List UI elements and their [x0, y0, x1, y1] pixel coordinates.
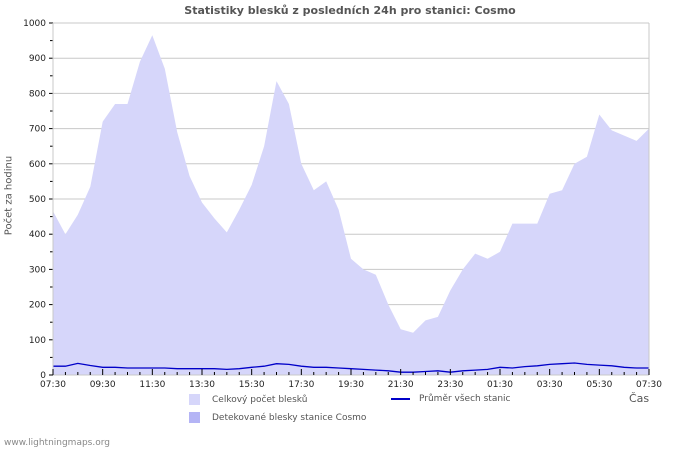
legend-detected-label: Detekované blesky stanice Cosmo [212, 412, 367, 423]
y-axis-label: Počet za hodinu [3, 155, 15, 236]
y-tick-label: 600 [29, 160, 46, 170]
x-tick-label: 09:30 [90, 380, 116, 390]
legend-detected: Detekované blesky stanice Cosmo [189, 412, 366, 423]
legend-detected-swatch [189, 412, 200, 423]
legend-total-swatch [189, 394, 200, 405]
average-line [53, 362, 649, 373]
y-tick-label: 400 [29, 230, 46, 240]
chart-title: Statistiky blesků z posledních 24h pro s… [184, 4, 516, 17]
total-strikes-area [53, 35, 649, 376]
x-tick-label: 01:30 [487, 380, 513, 390]
legend-average-label: Průměr všech stanic [419, 394, 511, 404]
x-tick-label: 13:30 [189, 380, 215, 390]
x-tick-label: 07:30 [636, 380, 662, 390]
y-tick-label: 200 [29, 301, 46, 311]
y-tick-label: 700 [29, 125, 46, 135]
legend-average: Průměr všech stanic [391, 394, 511, 404]
y-tick-label: 500 [29, 195, 46, 205]
x-tick-label: 05:30 [586, 380, 612, 390]
x-tick-label: 07:30 [40, 380, 66, 390]
legend-total: Celkový počet blesků [189, 394, 307, 405]
x-tick-label: 23:30 [437, 380, 463, 390]
y-tick-label: 1000 [23, 19, 46, 29]
x-tick-label: 21:30 [388, 380, 414, 390]
x-tick-label: 15:30 [239, 380, 265, 390]
legend-total-label: Celkový počet blesků [212, 394, 308, 405]
x-tick-label: 17:30 [288, 380, 314, 390]
legend-average-swatch [391, 398, 410, 400]
x-tick-label: 03:30 [537, 380, 563, 390]
y-tick-label: 300 [29, 265, 46, 275]
x-axis-label: Čas [629, 392, 650, 405]
footer-link[interactable]: www.lightningmaps.org [4, 438, 110, 448]
y-tick-label: 0 [40, 371, 46, 381]
x-tick-label: 19:30 [338, 380, 364, 390]
y-tick-label: 100 [29, 336, 46, 346]
y-tick-label: 900 [29, 54, 46, 64]
y-tick-label: 800 [29, 89, 46, 99]
axes: 0 100 200 300 400 500 600 700 800 900 1000 07:30 09:… [23, 19, 662, 390]
x-tick-label: 11:30 [139, 380, 165, 390]
